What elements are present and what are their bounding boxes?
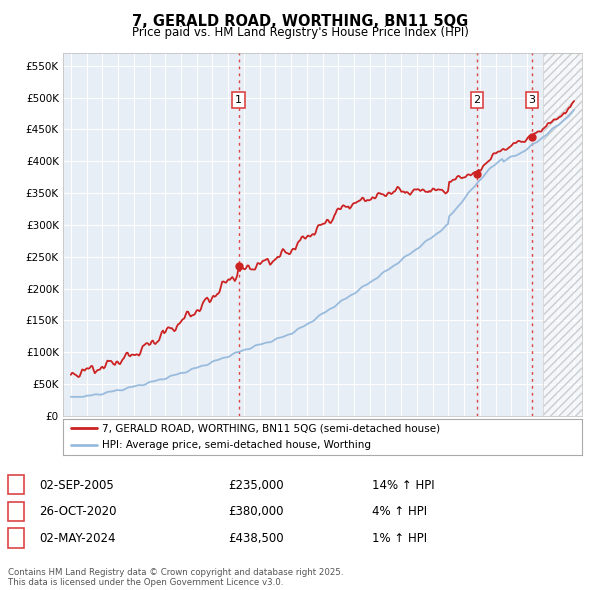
Text: 02-MAY-2024: 02-MAY-2024	[39, 532, 115, 545]
Text: 14% ↑ HPI: 14% ↑ HPI	[372, 478, 434, 491]
Text: 2: 2	[13, 505, 20, 518]
Text: 3: 3	[529, 95, 536, 105]
Text: 26-OCT-2020: 26-OCT-2020	[39, 505, 116, 518]
Text: 1: 1	[13, 478, 20, 491]
Text: Price paid vs. HM Land Registry's House Price Index (HPI): Price paid vs. HM Land Registry's House …	[131, 26, 469, 39]
Text: Contains HM Land Registry data © Crown copyright and database right 2025.
This d: Contains HM Land Registry data © Crown c…	[8, 568, 344, 587]
Text: 1: 1	[235, 95, 242, 105]
Text: HPI: Average price, semi-detached house, Worthing: HPI: Average price, semi-detached house,…	[102, 440, 371, 450]
Text: 7, GERALD ROAD, WORTHING, BN11 5QG (semi-detached house): 7, GERALD ROAD, WORTHING, BN11 5QG (semi…	[102, 423, 440, 433]
Text: 02-SEP-2005: 02-SEP-2005	[39, 478, 114, 491]
Text: 2: 2	[473, 95, 481, 105]
Text: £438,500: £438,500	[228, 532, 284, 545]
Text: 7, GERALD ROAD, WORTHING, BN11 5QG: 7, GERALD ROAD, WORTHING, BN11 5QG	[132, 14, 468, 28]
Text: £380,000: £380,000	[228, 505, 284, 518]
Text: 1% ↑ HPI: 1% ↑ HPI	[372, 532, 427, 545]
Text: £235,000: £235,000	[228, 478, 284, 491]
Text: 3: 3	[13, 532, 20, 545]
Text: 4% ↑ HPI: 4% ↑ HPI	[372, 505, 427, 518]
